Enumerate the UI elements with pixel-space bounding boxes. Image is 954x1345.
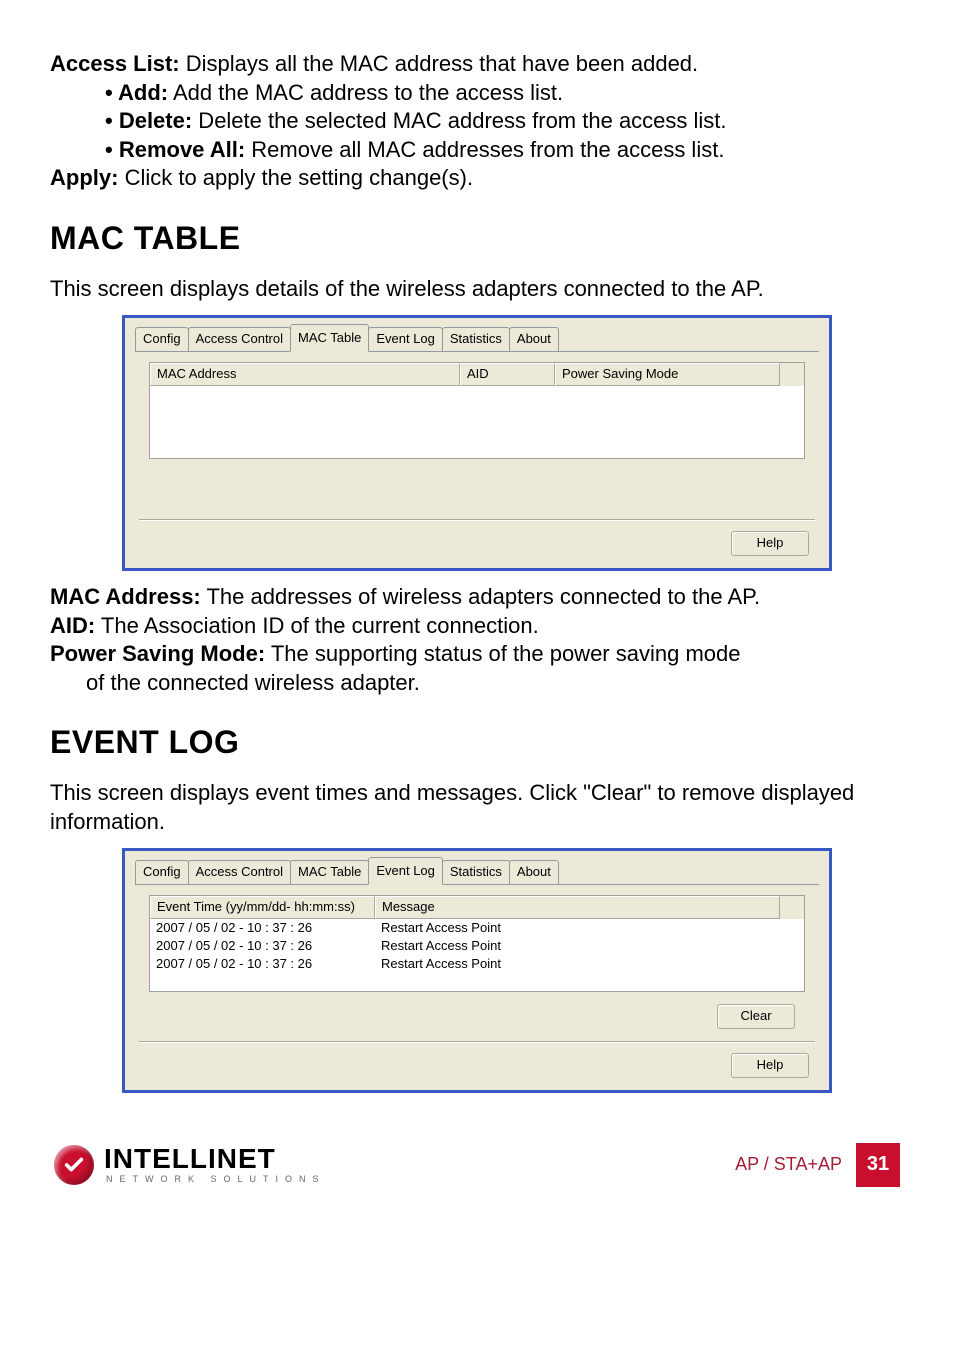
mac-grid: MAC Address AID Power Saving Mode [149,362,805,459]
table-row [150,386,804,404]
brand-name: INTELLINET [104,1145,326,1173]
psm-cont: of the connected wireless adapter. [50,669,904,698]
mac-grid-header: MAC Address AID Power Saving Mode [150,363,804,386]
cell-msg: Restart Access Point [375,919,780,937]
mac-table-screenshot: Config Access Control MAC Table Event Lo… [122,315,832,571]
mac-table-desc: This screen displays details of the wire… [50,275,904,304]
table-row: 2007 / 05 / 02 - 10 : 37 : 26 Restart Ac… [150,937,804,955]
access-list-text: Displays all the MAC address that have b… [180,51,699,76]
delete-label: • Delete: [105,108,192,133]
section-label: AP / STA+AP [735,1154,842,1175]
table-row: 2007 / 05 / 02 - 10 : 37 : 26 Restart Ac… [150,955,804,973]
col-aid[interactable]: AID [460,363,555,386]
psm-text: The supporting status of the power savin… [265,641,740,666]
event-grid-header: Event Time (yy/mm/dd- hh:mm:ss) Message [150,896,804,919]
clear-button[interactable]: Clear [717,1004,795,1029]
col-power-saving[interactable]: Power Saving Mode [555,363,780,386]
tab-about[interactable]: About [509,860,559,884]
aid-def: AID: The Association ID of the current c… [50,612,904,641]
cell-msg: Restart Access Point [375,955,780,973]
brand-logo: INTELLINET NETWORK SOLUTIONS [54,1145,326,1185]
page-footer: INTELLINET NETWORK SOLUTIONS AP / STA+AP… [50,1143,904,1187]
delete-text: Delete the selected MAC address from the… [192,108,726,133]
add-text: Add the MAC address to the access list. [168,80,563,105]
tab-mac-table[interactable]: MAC Table [290,324,369,352]
separator [139,519,815,521]
access-list-label: Access List: [50,51,180,76]
table-row: 2007 / 05 / 02 - 10 : 37 : 26 Restart Ac… [150,919,804,937]
cell-time: 2007 / 05 / 02 - 10 : 37 : 26 [150,955,375,973]
tab-access-control[interactable]: Access Control [188,327,291,351]
checkmark-icon [54,1145,94,1185]
mac-table-heading: MAC TABLE [50,218,904,260]
cell-msg: Restart Access Point [375,937,780,955]
tab-event-log[interactable]: Event Log [368,327,443,351]
event-log-heading: EVENT LOG [50,722,904,764]
apply-label: Apply: [50,165,118,190]
event-log-screenshot: Config Access Control MAC Table Event Lo… [122,848,832,1093]
event-tabs: Config Access Control MAC Table Event Lo… [135,861,819,885]
remove-text: Remove all MAC addresses from the access… [245,137,724,162]
mac-address-text: The addresses of wireless adapters conne… [201,584,760,609]
brand-tagline: NETWORK SOLUTIONS [104,1175,326,1184]
col-message[interactable]: Message [375,896,780,919]
table-row [150,404,804,422]
tab-event-log[interactable]: Event Log [368,857,443,885]
apply-line: Apply: Click to apply the setting change… [50,164,904,193]
cell-time: 2007 / 05 / 02 - 10 : 37 : 26 [150,919,375,937]
apply-text: Click to apply the setting change(s). [118,165,473,190]
aid-text: The Association ID of the current connec… [95,613,539,638]
separator [139,1041,815,1043]
col-mac-address[interactable]: MAC Address [150,363,460,386]
tab-config[interactable]: Config [135,327,189,351]
page-content: Access List: Displays all the MAC addres… [50,50,904,1093]
psm-def: Power Saving Mode: The supporting status… [50,640,904,669]
event-grid: Event Time (yy/mm/dd- hh:mm:ss) Message … [149,895,805,992]
aid-label: AID: [50,613,95,638]
add-line: • Add: Add the MAC address to the access… [50,79,904,108]
page-number: 31 [856,1143,900,1187]
col-event-time[interactable]: Event Time (yy/mm/dd- hh:mm:ss) [150,896,375,919]
access-list-line: Access List: Displays all the MAC addres… [50,50,904,79]
delete-line: • Delete: Delete the selected MAC addres… [50,107,904,136]
remove-all-line: • Remove All: Remove all MAC addresses f… [50,136,904,165]
event-log-desc: This screen displays event times and mes… [50,779,904,836]
event-grid-rows: 2007 / 05 / 02 - 10 : 37 : 26 Restart Ac… [150,919,804,991]
tab-mac-table[interactable]: MAC Table [290,860,369,884]
cell-time: 2007 / 05 / 02 - 10 : 37 : 26 [150,937,375,955]
mac-address-def: MAC Address: The addresses of wireless a… [50,583,904,612]
psm-label: Power Saving Mode: [50,641,265,666]
tab-statistics[interactable]: Statistics [442,860,510,884]
add-label: • Add: [105,80,168,105]
table-row [150,973,804,991]
mac-tabs: Config Access Control MAC Table Event Lo… [135,328,819,352]
tab-access-control[interactable]: Access Control [188,860,291,884]
tab-about[interactable]: About [509,327,559,351]
table-row [150,440,804,458]
tab-statistics[interactable]: Statistics [442,327,510,351]
table-row [150,422,804,440]
help-button[interactable]: Help [731,531,809,556]
mac-grid-rows [150,386,804,458]
help-button[interactable]: Help [731,1053,809,1078]
mac-address-label: MAC Address: [50,584,201,609]
remove-label: • Remove All: [105,137,245,162]
tab-config[interactable]: Config [135,860,189,884]
